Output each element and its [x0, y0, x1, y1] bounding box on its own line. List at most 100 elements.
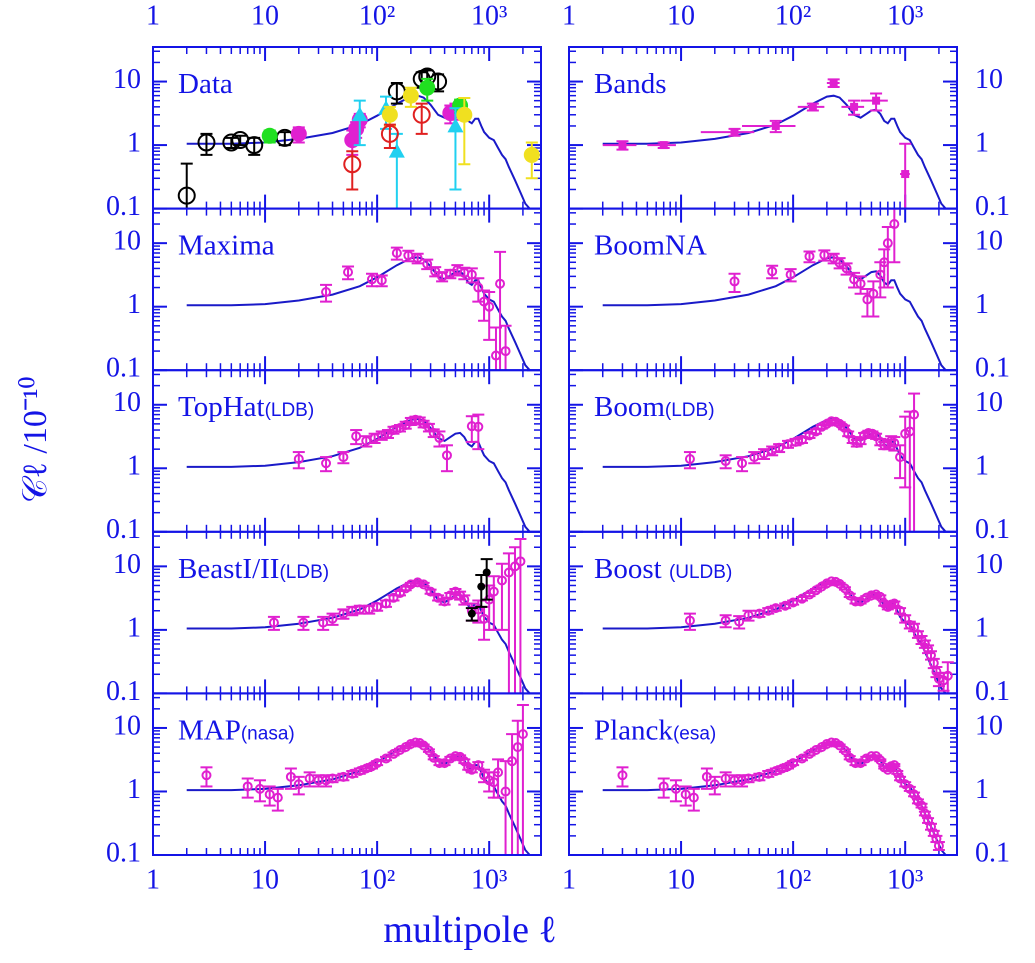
x-tick-label: 1: [562, 864, 576, 895]
point: [503, 567, 514, 578]
point: [293, 779, 304, 790]
point: [872, 96, 881, 105]
panel-title: Planck(esa): [594, 714, 716, 746]
point: [729, 276, 740, 287]
point: [484, 301, 495, 312]
y-tick-label: 1: [975, 289, 989, 320]
x-tick-label: 10: [251, 0, 279, 31]
point: [909, 409, 920, 420]
point: [338, 608, 349, 619]
point: [900, 613, 911, 624]
panel-title-main: Boom: [594, 391, 665, 423]
point: [496, 575, 507, 586]
point: [788, 597, 799, 608]
point: [512, 742, 523, 753]
y-tick-label: 1: [127, 451, 141, 482]
y-tick-label: 1: [127, 128, 141, 159]
point: [473, 282, 484, 293]
x-tick-label: 10³: [887, 0, 923, 31]
point: [388, 143, 405, 158]
y-tick-label: 0.1: [106, 191, 141, 222]
panel-title: Boost (ULDB): [594, 553, 732, 585]
point: [819, 250, 830, 261]
point: [895, 452, 906, 463]
point: [737, 458, 748, 469]
point: [366, 274, 377, 285]
x-tick-label: 10³: [887, 864, 923, 895]
panel: 0.1 1 10 TopHat(LDB): [106, 369, 542, 545]
point: [488, 586, 499, 597]
point: [372, 758, 383, 769]
point: [197, 133, 216, 152]
panel-title: MAP(nasa): [178, 714, 295, 746]
point: [850, 102, 859, 111]
panel-title: Boom(LDB): [594, 391, 715, 423]
point: [473, 604, 484, 615]
point: [709, 779, 720, 790]
panel-subtitle: (esa): [673, 723, 716, 744]
panel-title-main: Maxima: [178, 230, 275, 262]
point: [933, 840, 944, 851]
point: [245, 136, 264, 155]
point: [659, 141, 668, 150]
point: [318, 617, 329, 628]
point: [684, 615, 695, 626]
panel-title-main: Planck: [594, 714, 673, 746]
y-tick-label: 1: [975, 612, 989, 643]
plot-area: [602, 78, 947, 209]
point: [720, 773, 731, 784]
x-tick-label: 10²: [359, 864, 395, 895]
point: [517, 729, 528, 740]
point: [403, 250, 414, 261]
point: [737, 775, 748, 786]
y-tick-label: 0.1: [106, 837, 141, 868]
y-tick-label: 10: [113, 64, 141, 95]
panel-title-main: Boost: [594, 553, 669, 585]
point: [482, 568, 491, 577]
model-curve: [602, 94, 947, 209]
plot-area: [186, 537, 531, 694]
plot-area: [602, 208, 947, 371]
point: [264, 789, 275, 800]
point: [839, 583, 850, 594]
plot-area: [186, 246, 531, 371]
point: [479, 296, 490, 307]
point: [272, 792, 283, 803]
point: [338, 452, 349, 463]
point: [882, 238, 893, 249]
point: [767, 266, 778, 277]
panel-title: TopHat(LDB): [178, 391, 314, 423]
point: [734, 616, 745, 627]
point: [321, 775, 332, 786]
x-tick-label: 10²: [775, 864, 811, 895]
point: [500, 346, 511, 357]
point: [321, 458, 332, 469]
point: [796, 753, 807, 764]
point: [804, 251, 815, 262]
point: [380, 124, 399, 143]
point: [515, 556, 526, 567]
point: [425, 586, 436, 597]
y-tick-label: 1: [975, 451, 989, 482]
point: [495, 278, 506, 289]
panel-title: Data: [178, 68, 233, 100]
x-tick-label: 1: [562, 0, 576, 31]
panel-subtitle: (ULDB): [669, 562, 732, 583]
y-tick-label: 0.1: [975, 353, 1010, 384]
point: [388, 592, 399, 603]
point: [381, 106, 398, 123]
point: [850, 758, 861, 769]
point: [423, 745, 434, 756]
plot-area: [602, 576, 954, 694]
panel-title: BeastI/II(LDB): [178, 553, 329, 585]
x-tick-label: 10²: [359, 0, 395, 31]
point: [298, 617, 309, 628]
point: [749, 452, 760, 463]
point: [441, 450, 452, 461]
plot-area: [186, 703, 531, 856]
x-tick-label: 10: [667, 0, 695, 31]
point: [376, 275, 387, 286]
panel: 0.1 1 10 Boost (ULDB): [568, 530, 1010, 707]
point: [617, 770, 628, 781]
point: [493, 767, 504, 778]
